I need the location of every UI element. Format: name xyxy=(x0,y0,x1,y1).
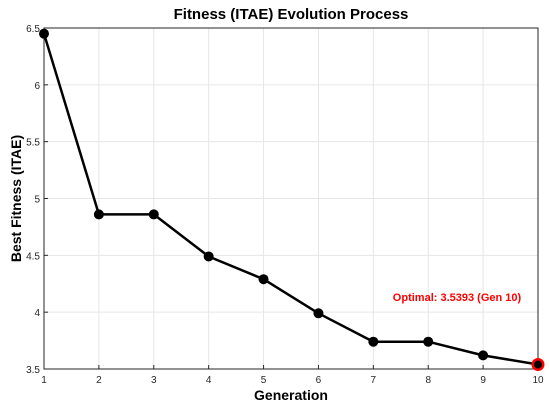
data-point xyxy=(368,336,379,347)
y-tick-label: 6.5 xyxy=(26,24,40,35)
grid xyxy=(43,27,539,370)
x-tick-label: 10 xyxy=(532,375,544,386)
data-point xyxy=(313,308,324,319)
y-tick-label: 5.5 xyxy=(26,138,40,149)
data-point xyxy=(423,336,434,347)
x-tick-label: 2 xyxy=(96,375,102,386)
y-tick-label: 4.5 xyxy=(26,251,40,262)
fitness-line xyxy=(42,33,539,366)
x-tick-label: 7 xyxy=(371,375,377,386)
x-tick-label: 1 xyxy=(41,375,47,386)
data-point xyxy=(148,209,159,220)
x-tick-label: 8 xyxy=(425,375,431,386)
x-tick-label: 9 xyxy=(480,375,486,386)
x-axis-label: Generation xyxy=(254,387,328,403)
y-axis-label: Best Fitness (ITAE) xyxy=(8,135,24,262)
data-point xyxy=(478,350,489,361)
x-tick-label: 4 xyxy=(206,375,212,386)
y-tick-label: 4 xyxy=(34,308,40,319)
axis-ticks: 1 2 3 4 5 6 7 8 9 10 3.5 4 4.5 5 5.5 6 6.5 xyxy=(26,24,544,386)
chart-title: Fitness (ITAE) Evolution Process xyxy=(174,6,409,23)
data-point xyxy=(203,251,214,262)
x-tick-label: 3 xyxy=(151,375,157,386)
y-tick-label: 3.5 xyxy=(26,365,40,376)
y-tick-label: 6 xyxy=(34,81,40,92)
optimal-marker-core xyxy=(534,360,542,369)
x-tick-label: 6 xyxy=(316,375,322,386)
series-best-fitness xyxy=(39,28,545,372)
x-tick-label: 5 xyxy=(261,375,267,386)
data-point xyxy=(39,28,49,39)
data-point xyxy=(258,274,269,285)
optimal-annotation: Optimal: 3.5393 (Gen 10) xyxy=(393,292,522,304)
data-point xyxy=(93,209,104,220)
y-tick-label: 5 xyxy=(34,195,40,206)
